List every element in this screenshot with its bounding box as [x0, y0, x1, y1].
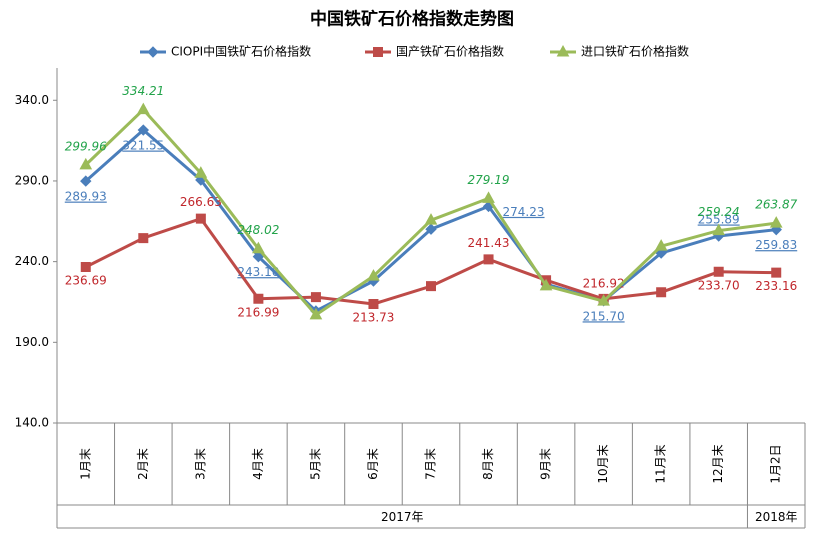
data-point — [597, 294, 610, 306]
data-label: 243.10 — [237, 265, 279, 279]
data-label: 289.93 — [65, 190, 107, 204]
data-point — [656, 287, 667, 298]
data-point — [368, 299, 379, 310]
data-point — [425, 223, 437, 235]
data-label: 321.55 — [122, 139, 164, 153]
data-label: 279.19 — [468, 173, 510, 187]
y-tick-label: 190.0 — [15, 335, 49, 349]
data-label: 233.70 — [698, 278, 740, 292]
data-point — [310, 292, 321, 303]
data-point — [424, 213, 438, 225]
data-label: 299.96 — [65, 139, 107, 153]
data-point — [771, 267, 782, 278]
y-tick-label: 140.0 — [15, 416, 49, 430]
data-point — [137, 124, 150, 136]
data-point — [712, 223, 726, 236]
x-tick-label: 7月末 — [424, 448, 438, 480]
data-point — [80, 175, 92, 187]
data-label: 274.23 — [503, 205, 545, 219]
data-label: 236.69 — [65, 273, 107, 287]
data-point — [195, 213, 206, 224]
x-tick-label: 8月末 — [481, 448, 495, 480]
x-tick-label: 6月末 — [366, 448, 380, 480]
data-point — [194, 166, 208, 178]
data-point — [426, 281, 436, 292]
data-point — [136, 102, 150, 115]
legend-marker — [373, 47, 383, 57]
data-label: 259.83 — [755, 238, 797, 252]
legend-marker — [147, 46, 159, 58]
legend-label: CIOPI中国铁矿石价格指数 — [171, 44, 311, 59]
data-point — [654, 239, 668, 251]
x-tick-label: 2月末 — [136, 448, 150, 480]
data-label: 259.24 — [698, 205, 740, 219]
data-point — [80, 261, 91, 272]
data-point — [769, 216, 783, 228]
x-tick-label: 3月末 — [193, 448, 207, 480]
x-tick-label: 12月末 — [711, 444, 725, 483]
data-label: 216.99 — [237, 305, 279, 319]
data-point — [539, 278, 553, 291]
x-tick-label: 11月末 — [654, 444, 668, 483]
data-label: 233.16 — [755, 279, 797, 293]
data-label: 215.70 — [583, 309, 625, 323]
data-point — [309, 307, 323, 320]
data-point — [252, 241, 265, 254]
data-point — [482, 191, 495, 203]
data-label: 241.43 — [468, 236, 510, 250]
data-point — [253, 293, 264, 304]
data-label: 266.63 — [180, 195, 222, 209]
x-tick-label: 1月末 — [78, 448, 92, 480]
group-label: 2018年 — [755, 510, 798, 524]
data-point — [79, 157, 93, 170]
y-tick-label: 240.0 — [15, 254, 49, 268]
legend-label: 进口铁矿石价格指数 — [581, 44, 689, 59]
x-tick-label: 4月末 — [251, 448, 265, 480]
group-label: 2017年 — [381, 510, 424, 524]
data-label: 334.21 — [122, 84, 164, 98]
x-tick-label: 10月末 — [596, 444, 610, 483]
data-point — [713, 266, 724, 277]
legend-label: 国产铁矿石价格指数 — [396, 44, 504, 59]
data-label: 263.87 — [755, 198, 797, 212]
y-tick-label: 340.0 — [15, 93, 49, 107]
data-label: 255.89 — [698, 212, 740, 226]
data-label: 248.02 — [237, 223, 279, 237]
legend-marker — [556, 44, 570, 57]
y-tick-label: 290.0 — [15, 173, 49, 187]
data-point — [367, 269, 380, 281]
x-tick-label: 5月末 — [308, 448, 322, 480]
chart-title: 中国铁矿石价格指数走势图 — [310, 9, 514, 30]
x-tick-label: 1月2日 — [769, 444, 783, 483]
data-point — [483, 254, 494, 265]
data-label: 213.73 — [352, 311, 394, 325]
data-point — [252, 250, 265, 263]
data-label: 216.92 — [583, 276, 625, 290]
x-tick-label: 9月末 — [539, 448, 553, 480]
data-point — [138, 233, 149, 244]
